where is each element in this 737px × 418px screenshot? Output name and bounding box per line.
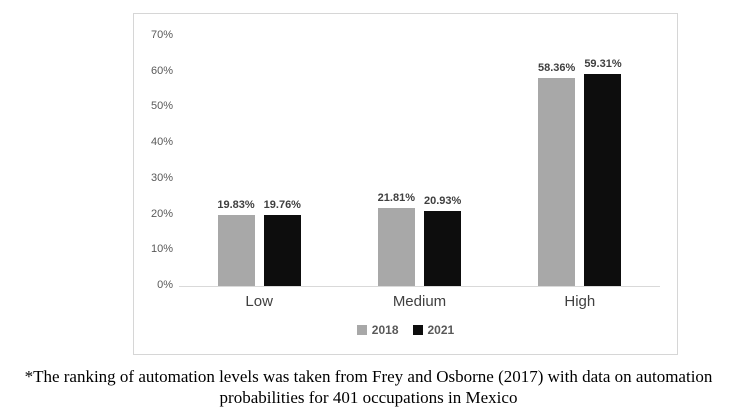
legend-label: 2018: [371, 323, 399, 337]
bar-wrap: 59.31%: [584, 36, 622, 286]
bar-2021-low: [263, 215, 301, 286]
bar-wrap: 21.81%: [378, 36, 415, 286]
legend-item-2021: 2021: [412, 323, 455, 337]
y-tick-label: 60%: [150, 64, 173, 77]
category-label-high: High: [564, 293, 596, 310]
bar-2018-medium: [377, 208, 415, 286]
data-label: 19.83%: [217, 199, 255, 212]
plot-wrap: 0% 10% 20% 30% 40% 50% 60% 70% 19.83% 19.76% 21.8…: [134, 14, 677, 291]
y-tick-label: 30%: [150, 171, 173, 184]
bar-2021-medium: [424, 211, 462, 286]
legend: 2018 2021: [134, 323, 677, 337]
bar-2018-low: [217, 215, 255, 286]
y-axis: 0% 10% 20% 30% 40% 50% 60% 70%: [134, 29, 179, 291]
category-label-medium: Medium: [392, 293, 447, 310]
chart-footnote: *The ranking of automation levels was ta…: [24, 367, 713, 407]
category-label-low: Low: [245, 293, 273, 310]
bar-group-low: 19.83% 19.76%: [179, 36, 339, 286]
y-tick-label: 20%: [150, 207, 173, 220]
data-label: 20.93%: [423, 195, 462, 208]
bar-wrap: 19.83%: [217, 36, 255, 286]
legend-swatch: [412, 325, 423, 335]
bar-wrap: 19.76%: [264, 36, 301, 286]
bar-wrap: 20.93%: [424, 36, 461, 286]
data-label: 58.36%: [538, 61, 576, 74]
bar-2018-high: [538, 77, 576, 286]
data-label: 19.76%: [263, 199, 301, 212]
y-tick-label: 10%: [150, 243, 173, 256]
legend-swatch: [356, 325, 367, 335]
y-tick-label: 0%: [157, 279, 173, 291]
bar-wrap: 58.36%: [538, 36, 575, 286]
y-tick-label: 70%: [150, 29, 173, 41]
category-labels: Low Medium High: [179, 287, 660, 311]
plot-area: 19.83% 19.76% 21.81% 20.93% 58.36% 59.31%: [179, 36, 660, 287]
legend-item-2018: 2018: [356, 323, 399, 337]
bar-group-medium: 21.81% 20.93%: [339, 36, 499, 286]
bar-group-high: 58.36% 59.31%: [500, 36, 660, 286]
y-tick-label: 40%: [150, 136, 173, 149]
data-label: 21.81%: [377, 192, 415, 205]
data-label: 59.31%: [584, 58, 622, 71]
chart-frame: 0% 10% 20% 30% 40% 50% 60% 70% 19.83% 19.76% 21.8…: [133, 13, 678, 355]
bar-2021-high: [584, 74, 622, 286]
legend-label: 2021: [427, 323, 455, 337]
y-tick-label: 50%: [150, 100, 173, 113]
